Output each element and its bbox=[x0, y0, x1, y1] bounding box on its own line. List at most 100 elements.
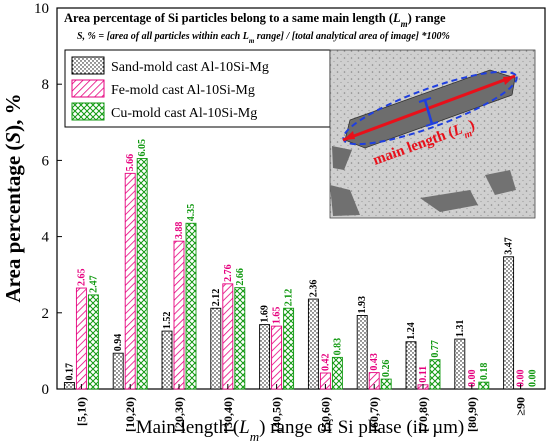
inset-micrograph: main length (Lm) bbox=[329, 49, 536, 219]
bar-cu bbox=[331, 356, 343, 390]
legend: Sand-mold cast Al-10Si-Mg Fe-mold cast A… bbox=[64, 49, 331, 128]
bar-cu bbox=[136, 158, 148, 390]
bar-cu bbox=[429, 359, 441, 390]
si-particle-small bbox=[332, 146, 352, 170]
data-label-sand: 3.47 bbox=[504, 237, 515, 254]
data-label-fe: 0.42 bbox=[320, 353, 331, 371]
legend-swatch-sand bbox=[71, 56, 105, 75]
data-label-cu: 0.26 bbox=[381, 360, 392, 378]
data-label-fe: 1.65 bbox=[272, 307, 283, 325]
bar-fe bbox=[124, 172, 136, 390]
bar-fe bbox=[75, 287, 87, 390]
x-axis-label: Main length (Lm) range of Si phase (in µ… bbox=[136, 417, 465, 444]
bar-sand bbox=[161, 330, 173, 390]
bar-sand bbox=[503, 256, 515, 390]
bar-cu bbox=[380, 378, 392, 390]
main-length-arrow-end bbox=[503, 76, 515, 85]
bar-series bbox=[63, 158, 515, 390]
data-label-cu: 0.83 bbox=[332, 338, 343, 356]
bar-cu bbox=[283, 307, 295, 390]
legend-item-cu: Cu-mold cast Al-10Si-Mg bbox=[71, 102, 257, 121]
data-label-sand: 1.24 bbox=[406, 322, 417, 340]
plot-frame bbox=[56, 7, 546, 390]
x-tick-label: [20,30) bbox=[172, 397, 186, 432]
si-particle-fragment-3 bbox=[485, 170, 516, 195]
x-tick-label: [50,60) bbox=[318, 397, 332, 432]
data-label-cu: 2.12 bbox=[284, 289, 295, 307]
y-axis-label: Area percentage (S), % bbox=[1, 93, 25, 302]
data-label-fe: 3.88 bbox=[174, 222, 185, 240]
data-label-sand: 2.12 bbox=[211, 289, 222, 307]
bar-cu bbox=[478, 381, 490, 390]
y-tick-label: 4 bbox=[42, 230, 50, 246]
legend-label-sand: Sand-mold cast Al-10Si-Mg bbox=[111, 60, 269, 75]
bar-sand bbox=[307, 298, 319, 390]
bar-sand bbox=[454, 338, 466, 390]
data-label-sand: 0.17 bbox=[64, 363, 75, 381]
bar-cu bbox=[87, 294, 99, 390]
x-tick-label: [80,90) bbox=[465, 397, 479, 432]
y-tick-label: 10 bbox=[34, 1, 49, 17]
data-label-sand: 2.36 bbox=[308, 280, 319, 298]
legend-label-cu: Cu-mold cast Al-10Si-Mg bbox=[111, 106, 257, 121]
legend-item-sand: Sand-mold cast Al-10Si-Mg bbox=[71, 56, 269, 75]
data-label-cu: 2.47 bbox=[88, 275, 99, 293]
bar-sand bbox=[63, 382, 75, 390]
width-tick-bottom bbox=[425, 121, 439, 127]
bar-sand bbox=[112, 352, 124, 390]
x-axis-ticks: [5,10) [10,20) [20,30) [30,40) [40,50) [50,60… bbox=[74, 384, 528, 432]
chart-subtitle: S, % = [area of all particles within eac… bbox=[77, 31, 450, 45]
data-label-cu: 4.35 bbox=[186, 204, 197, 222]
y-tick-label: 0 bbox=[42, 382, 50, 398]
x-tick-label: [60,70) bbox=[367, 397, 381, 432]
data-label-cu: 2.66 bbox=[235, 268, 246, 286]
data-labels: 0.17 2.65 2.47 0.94 5.666.05 1.52 3.884.35 2.12… bbox=[64, 139, 538, 387]
x-tick-label: [5,10) bbox=[74, 397, 88, 426]
chart-title: Area percentage of Si particles belong t… bbox=[64, 11, 446, 29]
legend-item-fe: Fe-mold cast Al-10Si-Mg bbox=[71, 79, 255, 98]
legend-box bbox=[64, 49, 331, 128]
y-tick-label: 6 bbox=[42, 153, 50, 169]
data-label-fe: 2.76 bbox=[223, 264, 234, 282]
y-tick-label: 2 bbox=[42, 306, 50, 322]
data-label-sand: 1.69 bbox=[260, 305, 271, 323]
data-label-fe: 0.43 bbox=[369, 353, 380, 371]
si-particle-fragment-2 bbox=[420, 190, 478, 212]
data-label-sand: 1.31 bbox=[455, 320, 466, 338]
bar-fe bbox=[271, 325, 283, 390]
data-label-sand: 1.93 bbox=[357, 296, 368, 314]
bar-sand bbox=[405, 341, 417, 390]
bar-sand bbox=[210, 307, 222, 390]
width-line bbox=[423, 99, 434, 125]
bar-cu bbox=[234, 287, 246, 390]
main-length-line bbox=[342, 74, 516, 142]
data-label-fe: 0.11 bbox=[418, 366, 429, 383]
data-label-fe: 0.00 bbox=[516, 370, 527, 388]
x-tick-label: [70,80) bbox=[416, 397, 430, 432]
data-label-sand: 0.94 bbox=[113, 334, 124, 352]
legend-swatch-cu bbox=[71, 102, 105, 121]
data-label-cu: 6.05 bbox=[137, 139, 148, 157]
legend-label-fe: Fe-mold cast Al-10Si-Mg bbox=[111, 83, 255, 98]
x-tick-label: [40,50) bbox=[270, 397, 284, 432]
bar-sand bbox=[356, 315, 368, 390]
main-length-arrow-start bbox=[343, 131, 355, 140]
si-particle-fragment bbox=[330, 185, 360, 216]
y-tick-label: 8 bbox=[42, 77, 50, 93]
bar-cu bbox=[185, 222, 197, 390]
bar-sand bbox=[259, 324, 271, 390]
y-axis-ticks: 0 2 4 6 8 10 bbox=[34, 1, 62, 398]
bar-fe bbox=[222, 283, 234, 390]
data-label-cu: 0.00 bbox=[528, 370, 539, 388]
data-label-fe: 2.65 bbox=[76, 269, 87, 287]
data-label-sand: 1.52 bbox=[162, 312, 173, 330]
data-label-cu: 0.18 bbox=[479, 363, 490, 381]
width-tick-top bbox=[418, 97, 432, 103]
legend-swatch-fe bbox=[71, 79, 105, 98]
x-tick-label: [30,40) bbox=[221, 397, 235, 432]
data-label-fe: 5.66 bbox=[125, 154, 136, 172]
data-label-cu: 0.77 bbox=[430, 340, 441, 358]
bar-fe bbox=[173, 240, 185, 390]
data-label-fe: 0.00 bbox=[467, 370, 478, 388]
